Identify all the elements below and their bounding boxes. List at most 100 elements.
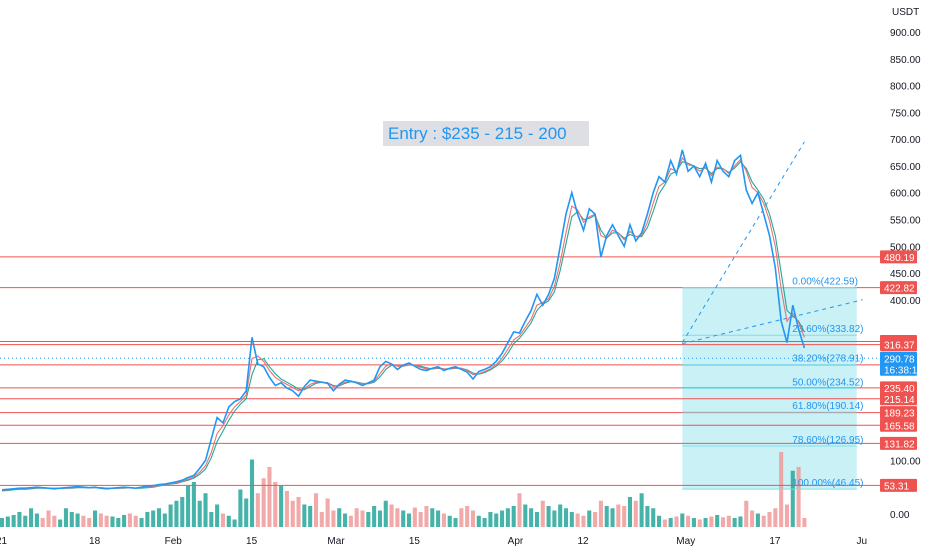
volume-bar [319, 512, 324, 527]
volume-bar [639, 493, 644, 527]
volume-bar [680, 513, 685, 527]
volume-bar [17, 512, 22, 527]
fib-level-label: 0.00%(422.59) [792, 277, 858, 288]
volume-bar [389, 504, 394, 527]
volume-bar [145, 512, 150, 527]
volume-bar [5, 516, 10, 527]
time-axis[interactable]: 21 18 Feb 15 Mar 15 Apr 12 May 17 Ju [0, 536, 867, 547]
volume-bar [726, 515, 731, 527]
volume-bar [784, 504, 790, 527]
volume-bar [430, 508, 435, 527]
y-tick-label: 800.00 [890, 82, 921, 93]
volume-bar [767, 512, 772, 527]
price-tag [880, 281, 917, 295]
volume-bar [267, 467, 272, 527]
volume-bar [69, 512, 74, 527]
volume-bar [226, 515, 231, 527]
plot-area[interactable]: 0.00%(422.59) 23.60%(333.82) 38.20%(278.91… [0, 141, 880, 527]
volume-bar [244, 498, 249, 527]
volume-bar [587, 510, 592, 527]
volume-bar [133, 515, 138, 527]
volume-bar [470, 510, 476, 527]
volume-bar [529, 508, 534, 527]
volume-bar [436, 510, 441, 527]
volume-bar [709, 516, 714, 527]
volume-bar [348, 515, 353, 527]
volume-bar [657, 515, 662, 527]
volume-bar [377, 510, 382, 527]
price-tag [880, 250, 917, 264]
x-tick-label: Mar [327, 536, 345, 547]
volume-bar [290, 500, 295, 527]
x-tick-label: Apr [508, 536, 524, 547]
volume-bar [372, 506, 377, 527]
volume-bar [406, 513, 412, 527]
price-tag-text: 131.82 [884, 439, 915, 450]
series-line [1, 149, 806, 491]
volume-bar [168, 504, 173, 527]
y-tick-label: 650.00 [890, 162, 921, 173]
volume-bar [534, 512, 539, 527]
volume-bar [98, 513, 103, 527]
volume-bar [622, 506, 627, 527]
volume-bar [482, 518, 487, 527]
price-tag-text: 422.82 [884, 284, 915, 295]
volume-bar [401, 510, 406, 527]
volume-bar [52, 515, 57, 527]
x-tick-label: 15 [246, 536, 258, 547]
volume-bar [604, 506, 609, 527]
volume-bar [337, 508, 342, 527]
trendline [682, 299, 863, 345]
volume-bar [494, 513, 499, 527]
volume-bar [122, 515, 127, 527]
volume-bar [790, 470, 795, 527]
volume-bar [273, 482, 278, 527]
y-tick-label: 550.00 [890, 215, 921, 226]
volume-bar [674, 516, 679, 527]
current-price-tag-text: 290.78 [884, 354, 915, 365]
volume-bar [558, 504, 563, 527]
volume-bar [453, 518, 458, 527]
y-tick-label: 400.00 [890, 296, 921, 307]
fib-level-label: 38.20%(278.91) [792, 354, 863, 365]
price-tag-text: 316.37 [884, 341, 915, 352]
volume-bar [546, 506, 551, 527]
volume-bar [511, 506, 516, 527]
volume-bar [34, 513, 39, 527]
volume-bar [593, 512, 598, 527]
volume-bar [662, 519, 667, 527]
volume-bar [284, 491, 289, 527]
volume-bar [331, 510, 336, 527]
volume-bar [459, 508, 464, 527]
volume-bar [633, 500, 638, 527]
volume-bar [186, 485, 191, 527]
x-tick-label: Feb [165, 536, 183, 547]
price-axis[interactable]: USDT 0.00 100.00 400.00 450.00 500.00 550.00 6… [880, 0, 932, 550]
volume-bar [610, 508, 615, 527]
volume-bar [697, 519, 702, 527]
volume-bar [651, 508, 656, 527]
volume-bar [302, 504, 307, 527]
volume-bar [209, 512, 214, 527]
volume-bar [296, 497, 301, 527]
volume-bar [773, 508, 778, 527]
volume-bar [686, 515, 691, 527]
volume-bar [738, 516, 743, 527]
x-tick-label: 12 [577, 536, 589, 547]
volume-bar [447, 515, 452, 527]
volume-bar [11, 515, 16, 527]
volume-bar [418, 512, 423, 527]
volume-bar [500, 510, 505, 527]
volume-bar [627, 497, 633, 527]
volume-bar [732, 518, 737, 527]
price-tag-text: 165.58 [884, 421, 915, 432]
current-price-tag-countdown: 16:38:17 [884, 365, 923, 376]
y-tick-label: 500.00 [890, 242, 921, 253]
current-price-tag [880, 351, 917, 376]
x-tick-label: Ju [857, 536, 868, 547]
price-tag [880, 338, 917, 352]
volume-bar [523, 504, 528, 527]
fib-level-label: 61.80%(190.14) [792, 401, 863, 412]
volume-bar [505, 508, 510, 527]
